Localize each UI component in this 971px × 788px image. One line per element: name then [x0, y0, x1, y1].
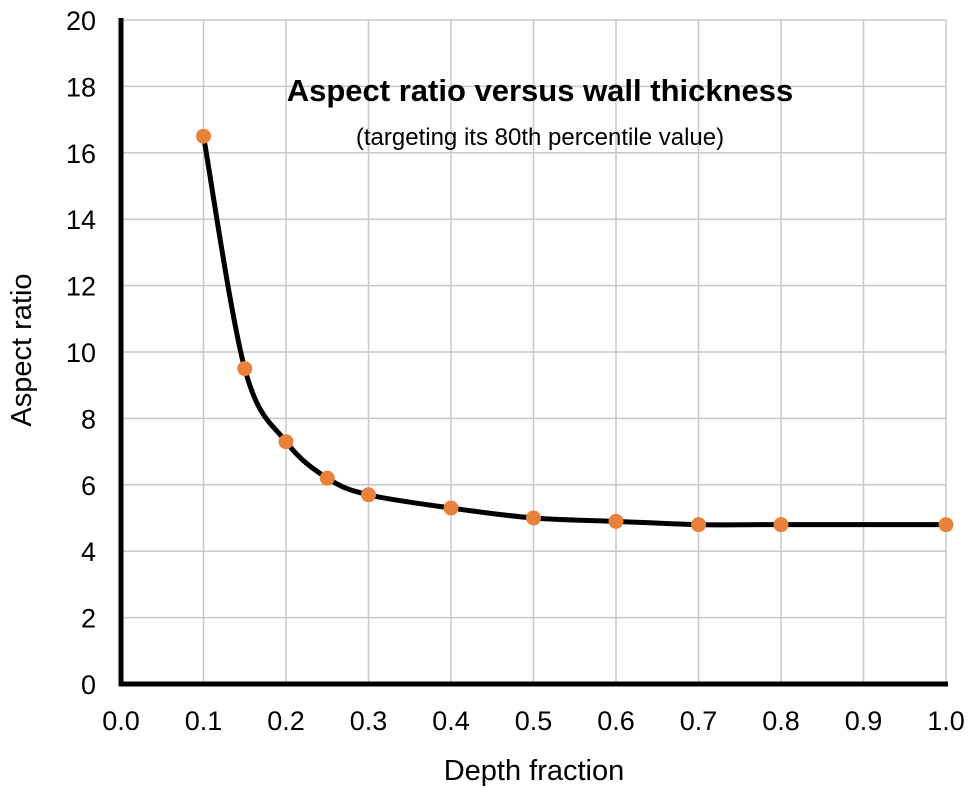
y-tick-label: 14	[66, 205, 96, 235]
x-tick-label: 0.4	[432, 706, 470, 736]
chart-subtitle: (targeting its 80th percentile value)	[356, 124, 724, 151]
y-tick-label: 0	[81, 670, 96, 700]
tick-labels: 0.0 0.1 0.2 0.3 0.4 0.5 0.6 0.7 0.8 0.9 1.0 0 2 4 6 8 10…	[66, 6, 965, 736]
grid	[121, 20, 946, 684]
data-point	[443, 500, 459, 516]
x-tick-label: 0.5	[515, 706, 553, 736]
y-tick-label: 20	[66, 6, 96, 36]
y-tick-label: 12	[66, 272, 96, 302]
x-tick-label: 0.7	[680, 706, 718, 736]
data-point	[319, 470, 335, 486]
data-point	[773, 517, 789, 533]
axes	[118, 18, 948, 687]
chart-title: Aspect ratio versus wall thickness	[287, 73, 794, 108]
x-tick-label: 0.0	[102, 706, 140, 736]
data-point	[361, 487, 376, 503]
data-point	[938, 517, 954, 533]
x-tick-label: 0.3	[350, 706, 388, 736]
x-tick-label: 0.1	[185, 706, 223, 736]
y-axis-title: Aspect ratio	[6, 273, 38, 426]
data-point	[237, 361, 253, 377]
x-tick-label: 1.0	[927, 706, 965, 736]
y-tick-label: 18	[66, 72, 96, 102]
x-tick-label: 0.9	[845, 706, 883, 736]
data-point	[278, 434, 294, 450]
y-tick-label: 2	[81, 604, 96, 634]
x-tick-label: 0.6	[597, 706, 635, 736]
y-tick-label: 6	[81, 471, 96, 501]
y-tick-label: 4	[81, 537, 96, 567]
series-line	[201, 135, 946, 528]
data-point	[608, 513, 624, 529]
x-axis-title: Depth fraction	[444, 755, 625, 787]
x-tick-label: 0.2	[267, 706, 305, 736]
y-tick-label: 8	[81, 404, 96, 434]
data-point	[196, 128, 211, 144]
data-point	[691, 517, 706, 533]
data-point	[526, 510, 541, 526]
x-tick-label: 0.8	[762, 706, 800, 736]
series-layer	[196, 128, 954, 533]
y-tick-label: 16	[66, 139, 96, 169]
y-tick-label: 10	[66, 338, 96, 368]
